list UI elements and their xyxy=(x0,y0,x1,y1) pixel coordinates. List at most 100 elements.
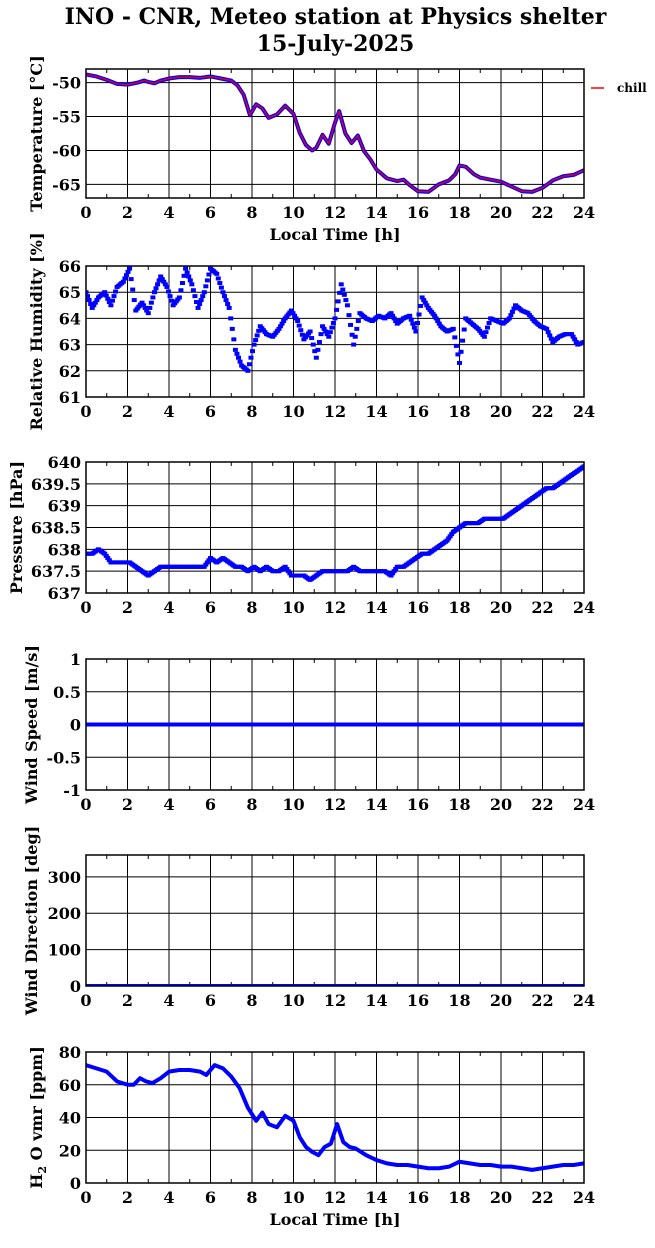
pressure-y-tick-label: 637 xyxy=(48,584,81,603)
humidity-point xyxy=(290,311,296,316)
humidity-point xyxy=(131,298,137,303)
humidity-point xyxy=(237,359,243,364)
pressure-point xyxy=(225,559,231,564)
humidity-point xyxy=(158,274,164,279)
temperature-x-tick-label: 10 xyxy=(282,203,304,222)
humidity-x-tick-label: 0 xyxy=(80,402,91,421)
humidity-point xyxy=(105,296,111,301)
humidity-point xyxy=(424,303,430,308)
pressure-point xyxy=(343,569,349,574)
humidity-point xyxy=(254,333,260,338)
pressure-point xyxy=(144,572,150,577)
humidity-point xyxy=(153,286,159,291)
humidity-point xyxy=(351,342,357,347)
pressure-point xyxy=(237,564,243,569)
h2o-vmr-x-tick-label: 8 xyxy=(246,1188,257,1207)
pressure-point xyxy=(200,564,206,569)
pressure-point xyxy=(405,561,411,566)
humidity-point xyxy=(218,285,224,290)
wind-direction-x-tick-label: 6 xyxy=(205,991,216,1010)
humidity-point xyxy=(200,294,206,299)
pressure-point xyxy=(262,565,268,570)
humidity-point xyxy=(179,281,185,286)
humidity-point xyxy=(393,319,399,324)
humidity-point xyxy=(408,317,414,322)
humidity-point xyxy=(201,290,207,295)
pressure-point xyxy=(105,556,111,561)
humidity-point xyxy=(220,290,226,295)
pressure-x-tick-label: 2 xyxy=(122,598,133,617)
humidity-point xyxy=(293,316,299,321)
wind-speed-x-tick-label: 12 xyxy=(324,795,346,814)
temperature-x-tick-label: 20 xyxy=(490,203,512,222)
humidity-point xyxy=(386,312,392,317)
temperature-x-tick-label: 12 xyxy=(324,203,346,222)
humidity-point xyxy=(287,310,293,315)
wind-speed-x-tick-label: 20 xyxy=(490,795,512,814)
h2o-vmr-series xyxy=(86,1063,584,1172)
humidity-point xyxy=(195,305,201,310)
temperature-x-tick-label: 22 xyxy=(531,203,553,222)
pressure-point xyxy=(204,560,210,565)
pressure-point xyxy=(411,557,417,562)
pressure-point xyxy=(386,572,392,577)
wind-direction-y-tick-label: 300 xyxy=(48,868,81,887)
pressure-point xyxy=(337,569,343,574)
pressure-point xyxy=(106,558,112,563)
pressure-point xyxy=(250,565,256,570)
humidity-point xyxy=(421,298,427,303)
pressure-point xyxy=(380,569,386,574)
humidity-point xyxy=(193,300,199,305)
pressure-point xyxy=(169,564,175,569)
humidity-y-axis-title: Relative Humidity [%] xyxy=(27,232,46,430)
humidity-point xyxy=(390,313,396,318)
pressure-point xyxy=(119,560,125,565)
humidity-x-tick-label: 4 xyxy=(163,402,174,421)
wind-direction-x-tick-label: 20 xyxy=(490,991,512,1010)
humidity-point xyxy=(161,279,167,284)
humidity-point xyxy=(374,315,380,320)
humidity-point xyxy=(492,318,498,323)
humidity-point xyxy=(326,334,332,339)
wind-speed-x-tick-label: 2 xyxy=(122,795,133,814)
wind-direction-x-tick-label: 10 xyxy=(282,991,304,1010)
wind-speed-x-tick-label: 4 xyxy=(163,795,174,814)
humidity-point xyxy=(236,355,242,360)
humidity-point xyxy=(86,290,89,295)
humidity-point xyxy=(298,328,304,333)
humidity-point xyxy=(178,288,184,293)
pressure-x-tick-label: 10 xyxy=(282,598,304,617)
wind-direction-x-tick-label: 18 xyxy=(448,991,470,1010)
wind-speed-x-tick-label: 14 xyxy=(365,795,387,814)
pressure-point xyxy=(256,568,262,573)
pressure-point xyxy=(467,521,473,526)
humidity-point xyxy=(323,329,329,334)
humidity-panel: 0 2 4 6 8 10 12 14 16 18 20 22 24616263646566Relativ… xyxy=(27,232,595,430)
humidity-point xyxy=(340,287,346,292)
humidity-point xyxy=(187,278,193,283)
wind-direction-frame xyxy=(85,854,585,987)
humidity-point xyxy=(579,340,584,345)
temperature-x-tick-label: 14 xyxy=(365,203,387,222)
pressure-point xyxy=(193,564,199,569)
humidity-point xyxy=(279,321,285,326)
pressure-point xyxy=(203,562,209,567)
humidity-point xyxy=(250,349,256,354)
pressure-point xyxy=(137,568,143,573)
pressure-y-tick-label: 639 xyxy=(48,497,81,516)
humidity-point xyxy=(430,311,436,316)
pressure-point xyxy=(542,487,548,492)
chart-title: INO - CNR, Meteo station at Physics shel… xyxy=(0,4,655,58)
h2o-vmr-x-tick-label: 12 xyxy=(324,1188,346,1207)
h2o-vmr-x-tick-label: 16 xyxy=(407,1188,429,1207)
temperature-x-tick-label: 0 xyxy=(80,203,91,222)
humidity-y-tick-label: 66 xyxy=(59,257,81,276)
humidity-y-tick-label: 61 xyxy=(59,388,81,407)
humidity-point xyxy=(203,284,209,289)
humidity-point xyxy=(274,328,280,333)
pressure-point xyxy=(187,564,193,569)
humidity-point xyxy=(128,277,134,282)
